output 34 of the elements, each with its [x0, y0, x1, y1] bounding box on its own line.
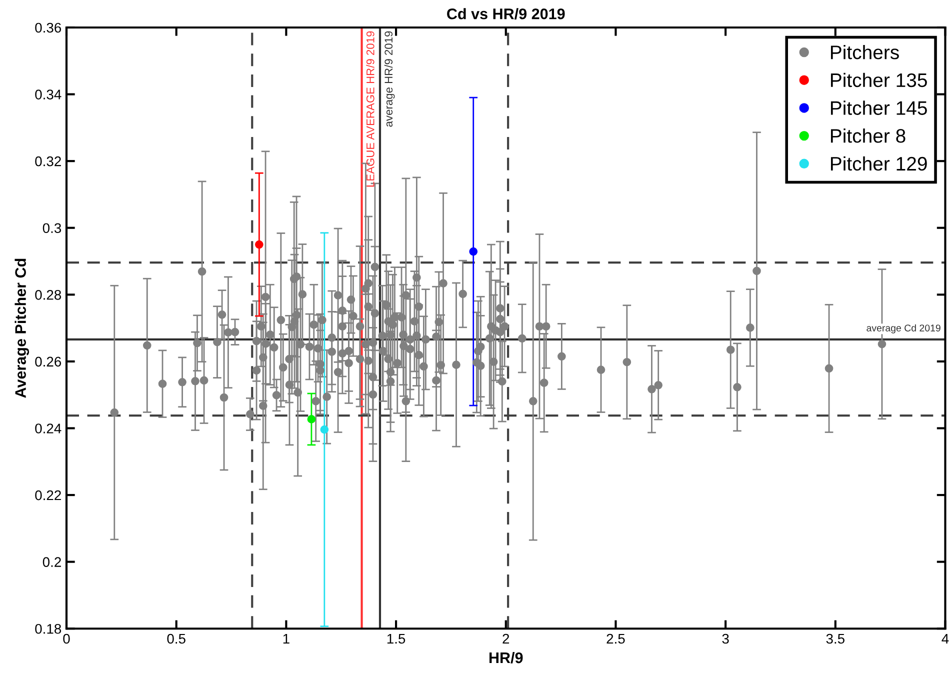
y-tick-label: 0.18	[35, 624, 62, 634]
y-tick-label: 0.3	[42, 223, 62, 234]
legend-label: Pitchers	[830, 44, 899, 60]
legend-label: Pitcher 129	[830, 156, 927, 171]
y-tick-label: 0.2	[42, 557, 61, 567]
point	[469, 247, 478, 256]
ref-line-label: average Cd 2019	[866, 324, 940, 334]
legend-label: Pitcher 8	[830, 128, 906, 143]
x-axis-title: HR/9	[489, 652, 523, 664]
y-tick-label: 0.32	[35, 156, 61, 166]
y-tick-label: 0.22	[35, 490, 61, 500]
x-tick-label: 4	[942, 634, 949, 644]
y-tick-label: 0.34	[35, 90, 62, 100]
y-axis-title: Average Pitcher Cd	[14, 258, 30, 398]
y-tick-label: 0.28	[35, 290, 62, 300]
ref-line-label: LEAGUE AVERAGE HR/9 2019	[366, 31, 374, 187]
point	[307, 415, 316, 424]
x-tick-label: 1.5	[387, 634, 406, 644]
x-tick-label: 2	[502, 634, 510, 644]
chart-title: Cd vs HR/9 2019	[447, 8, 565, 20]
legend-label: Pitcher 135	[830, 72, 927, 88]
x-tick-label: 1	[283, 634, 290, 644]
ref-line-label: average HR/9 2019	[384, 31, 395, 127]
y-tick-label: 0.36	[35, 22, 62, 33]
x-tick-label: 3	[722, 634, 729, 644]
point	[255, 240, 264, 249]
y-tick-label: 0.24	[35, 424, 62, 434]
x-tick-label: 0.5	[167, 634, 186, 644]
y-tick-label: 0.26	[35, 356, 62, 367]
x-tick-label: 3.5	[826, 634, 844, 644]
x-tick-label: 2.5	[606, 634, 625, 644]
point	[320, 425, 329, 434]
legend-label: Pitcher 145	[830, 100, 927, 115]
x-tick-label: 0	[63, 634, 70, 644]
